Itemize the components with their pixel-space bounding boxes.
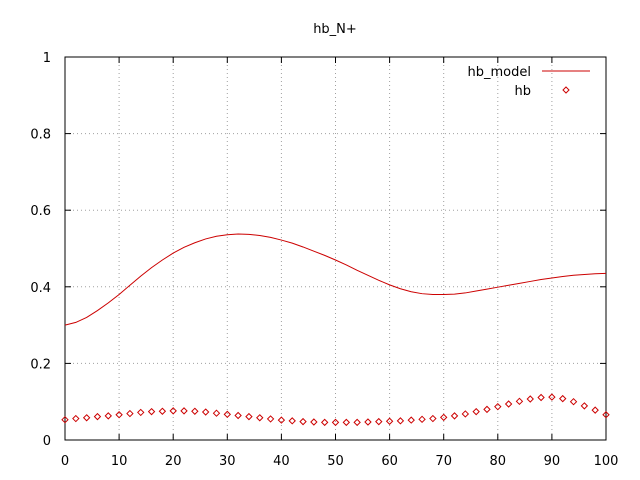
data-point-hb [61, 415, 69, 424]
y-tick-label: 0.8 [30, 128, 51, 143]
data-point-hb [385, 417, 394, 425]
data-point-hb [396, 417, 405, 425]
x-tick-label: 70 [435, 454, 452, 469]
data-point-hb [515, 397, 524, 406]
data-point-hb [331, 418, 340, 427]
data-point-hb [439, 413, 448, 422]
data-point-hb [212, 409, 221, 417]
legend-diamond-marker [562, 86, 570, 94]
data-point-hb [580, 402, 589, 410]
data-point-hb [126, 409, 134, 418]
data-point-hb [115, 411, 123, 419]
data-point-hb [537, 393, 545, 402]
data-point-hb [494, 402, 502, 411]
x-tick-label: 40 [273, 454, 290, 469]
x-tick-label: 10 [111, 454, 128, 469]
data-point-hb [310, 418, 318, 426]
y-tick-label: 1 [43, 51, 51, 66]
data-point-hb [353, 418, 361, 427]
data-point-hb [569, 397, 578, 406]
legend-label-hb: hb [515, 84, 532, 99]
chart-title: hb_N+ [313, 22, 357, 37]
data-point-hb [82, 414, 91, 422]
y-tick-label: 0.2 [30, 357, 51, 372]
data-point-hb [72, 414, 80, 423]
data-point-hb [169, 407, 177, 415]
legend: hb_model hb [468, 65, 590, 99]
data-point-hb [299, 417, 307, 426]
legend-marker-hb [562, 86, 570, 94]
x-tick-label: 80 [490, 454, 507, 469]
data-point-hb [288, 417, 296, 425]
data-point-hb [147, 407, 156, 416]
series-layer [61, 233, 610, 427]
x-tick-label: 50 [327, 454, 344, 469]
plot-frame [64, 56, 607, 441]
x-tick-label: 30 [219, 454, 236, 469]
data-point-hb [223, 410, 232, 419]
x-tick-label: 90 [544, 454, 561, 469]
data-point-hb [256, 414, 264, 422]
y-tick-label: 0.4 [30, 281, 51, 296]
data-point-hb [277, 416, 286, 424]
y-tick-label: 0 [43, 434, 51, 449]
data-point-hb [180, 407, 188, 415]
data-point-hb [342, 418, 351, 427]
data-point-hb [559, 394, 567, 403]
data-point-hb [137, 408, 145, 417]
data-point-hb [461, 410, 470, 418]
data-point-hb [591, 406, 599, 414]
data-point-hb [375, 417, 383, 426]
data-point-hb [266, 415, 275, 423]
y-tick-label: 0.6 [30, 204, 51, 219]
data-point-hb [548, 393, 556, 401]
data-point-hb [364, 418, 372, 426]
data-point-hb [526, 395, 534, 403]
data-point-hb [93, 412, 102, 421]
data-point-hb [104, 412, 112, 420]
x-tick-label: 20 [165, 454, 182, 469]
x-tick-label: 0 [61, 454, 69, 469]
data-point-hb [320, 418, 329, 427]
data-point-hb [234, 411, 242, 420]
data-point-hb [158, 407, 167, 415]
data-point-hb [245, 412, 253, 421]
data-point-hb [472, 407, 480, 416]
legend-label-hb-model: hb_model [468, 65, 531, 80]
data-point-hb [201, 408, 210, 416]
data-point-hb [504, 400, 513, 408]
data-point-hb [429, 414, 437, 423]
data-point-hb [450, 412, 459, 420]
data-point-hb [483, 405, 491, 414]
x-tick-label: 100 [594, 454, 619, 469]
data-point-hb [418, 415, 426, 424]
data-point-hb [407, 416, 415, 424]
series-line-hb-model [64, 233, 607, 326]
data-point-hb [602, 411, 610, 419]
grid-layer [65, 57, 606, 440]
ticks-layer: 0 10 20 30 40 50 60 70 80 90 100 0 0.2 0.4 0.6 0.8 1 [30, 51, 618, 469]
x-tick-label: 60 [381, 454, 398, 469]
data-point-hb [191, 407, 199, 415]
